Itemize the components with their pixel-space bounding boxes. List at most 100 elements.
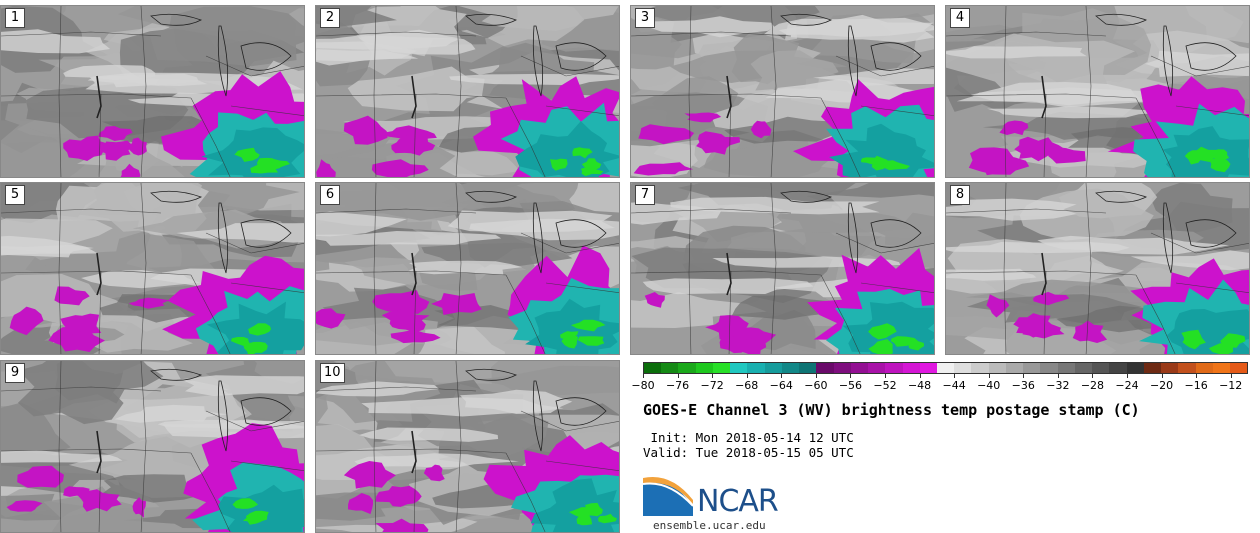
colorbar-tick-label: −44 [942, 379, 966, 392]
colorbar-tick [1092, 374, 1094, 378]
colorbar-swatch [1126, 363, 1144, 373]
colorbar-swatch [902, 363, 920, 373]
colorbar-swatch [1092, 363, 1110, 373]
colorbar-tick-label: −32 [1046, 379, 1070, 392]
panel-number-label: 5 [5, 185, 25, 205]
colorbar-tick-label: −12 [1219, 379, 1243, 392]
water-vapor-map-image [946, 183, 1249, 354]
colorbar-swatch [747, 363, 765, 373]
colorbar-tick-label: −36 [1011, 379, 1035, 392]
map-panel-9: 9 [0, 360, 305, 533]
colorbar-tick-label: −72 [700, 379, 724, 392]
colorbar-tick-label: −16 [1184, 379, 1208, 392]
colorbar-tick-label: −76 [665, 379, 690, 392]
colorbar-swatch [850, 363, 869, 373]
colorbar-swatch [781, 363, 800, 373]
panel-number-label: 7 [635, 185, 655, 205]
colorbar-swatch [833, 363, 851, 373]
colorbar-tick [1230, 374, 1232, 378]
colorbar-swatch [1005, 363, 1024, 373]
colorbar-tick-label: −60 [804, 379, 828, 392]
colorbar-tick-label: −24 [1115, 379, 1139, 392]
colorbar-tick [643, 374, 644, 378]
panel-number-label: 4 [950, 8, 970, 28]
colorbar-swatch [1023, 363, 1041, 373]
colorbar [643, 362, 1248, 374]
colorbar-tick-label: −64 [769, 379, 793, 392]
map-panel-8: 8 [945, 182, 1250, 355]
map-panel-7: 7 [630, 182, 935, 355]
colorbar-swatch [954, 363, 972, 373]
colorbar-swatch [971, 363, 989, 373]
colorbar-tick [781, 374, 783, 378]
colorbar-swatch [1057, 363, 1075, 373]
colorbar-tick-label: −20 [1149, 379, 1174, 392]
colorbar-swatch [1040, 363, 1058, 373]
map-panel-6: 6 [315, 182, 620, 355]
colorbar-tick [885, 374, 886, 378]
colorbar-tick [1057, 374, 1059, 378]
colorbar-swatch [1178, 363, 1196, 373]
colorbar-tick [988, 374, 990, 378]
colorbar-swatch [678, 363, 696, 373]
water-vapor-map-image [946, 6, 1249, 177]
water-vapor-map-image [631, 6, 934, 177]
colorbar-swatch [712, 363, 731, 373]
water-vapor-map-image [316, 6, 619, 177]
colorbar-swatch [1109, 363, 1127, 373]
colorbar-tick [1127, 374, 1128, 378]
colorbar-swatch [764, 363, 782, 373]
map-panel-4: 4 [945, 5, 1250, 178]
colorbar-swatch [936, 363, 955, 373]
panel-number-label: 6 [320, 185, 340, 205]
water-vapor-map-image [316, 183, 619, 354]
colorbar-swatch [816, 363, 834, 373]
water-vapor-map-image [1, 361, 304, 532]
init-time: Init: Mon 2018-05-14 12 UTC [643, 430, 854, 445]
panel-number-label: 1 [5, 8, 25, 28]
colorbar-swatch [1212, 363, 1230, 373]
colorbar-swatch [799, 363, 817, 373]
ncar-swoosh-icon [642, 476, 694, 516]
colorbar-tick-label: −52 [873, 379, 897, 392]
ncar-logo: NCAR ensemble.ucar.edu [642, 476, 803, 532]
colorbar-tick [1196, 374, 1198, 378]
water-vapor-map-image [1, 183, 304, 354]
colorbar-swatch [644, 363, 662, 373]
colorbar-tick-label: −68 [735, 379, 759, 392]
panel-number-label: 9 [5, 363, 25, 383]
colorbar-tick-label: −56 [838, 379, 863, 392]
colorbar-tick [815, 374, 817, 378]
colorbar-tick [712, 374, 714, 378]
colorbar-tick-label: −48 [907, 379, 932, 392]
panel-number-label: 8 [950, 185, 970, 205]
colorbar-swatch [868, 363, 886, 373]
colorbar-swatch [1143, 363, 1162, 373]
colorbar-swatch [695, 363, 713, 373]
colorbar-swatch [1161, 363, 1179, 373]
colorbar-swatch [919, 363, 937, 373]
water-vapor-map-image [316, 361, 619, 532]
map-panel-2: 2 [315, 5, 620, 178]
colorbar-tick [919, 374, 921, 378]
panel-number-label: 2 [320, 8, 340, 28]
ncar-wordmark: NCAR [697, 484, 779, 519]
colorbar-swatch [661, 363, 679, 373]
colorbar-tick-label: −40 [977, 379, 1001, 392]
colorbar-swatch [885, 363, 903, 373]
ensemble-url: ensemble.ucar.edu [653, 519, 766, 532]
colorbar-tick [954, 374, 956, 378]
colorbar-tick-label: −80 [631, 379, 655, 392]
map-panel-3: 3 [630, 5, 935, 178]
panel-number-label: 10 [320, 363, 345, 383]
water-vapor-map-image [1, 6, 304, 177]
figure-title: GOES-E Channel 3 (WV) brightness temp po… [643, 401, 1140, 419]
map-panel-5: 5 [0, 182, 305, 355]
colorbar-swatch [1229, 363, 1248, 373]
colorbar-tick [1161, 374, 1163, 378]
colorbar-tick [850, 374, 852, 378]
colorbar-tick [1023, 374, 1025, 378]
map-panel-10: 10 [315, 360, 620, 533]
colorbar-tick [746, 374, 748, 378]
colorbar-ticks: −80 −76 −72 −68 −64 −60 −56 −52 −48 −44 −40 −36 −32 −… [631, 374, 1248, 394]
